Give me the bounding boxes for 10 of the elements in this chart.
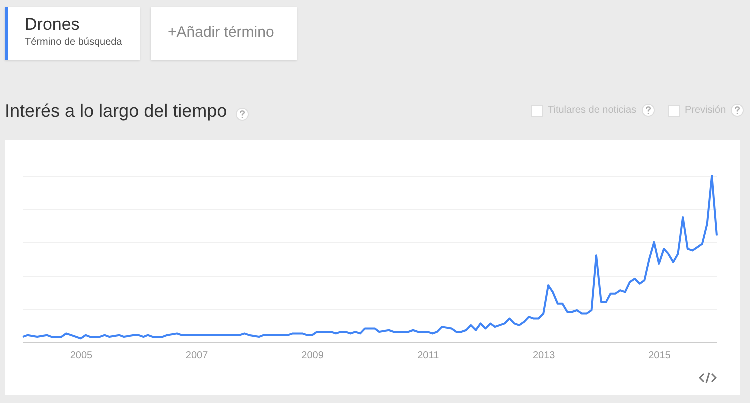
x-tick-label: 2005 [70,350,94,362]
x-tick-label: 2015 [648,350,672,362]
x-tick-label: 2009 [302,350,324,362]
x-tick-label: 2011 [418,350,440,362]
x-tick-label: 2013 [532,350,556,362]
x-tick-label: 2007 [186,350,209,362]
text: Término de búsqueda [25,37,122,48]
text: +Añadir término [168,24,274,41]
text: Drones [25,15,80,35]
chart-title: Interés a lo largo del tiempo [5,101,228,122]
